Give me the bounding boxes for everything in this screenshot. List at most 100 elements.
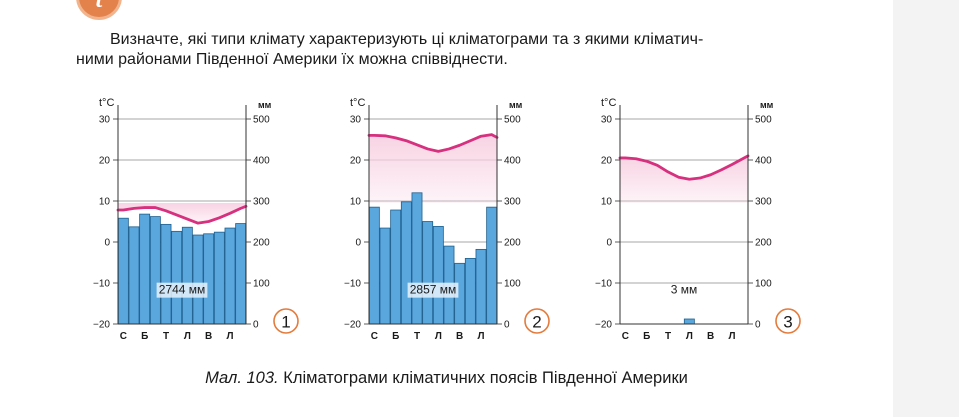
temperature-tick-label: −10 [344, 279, 361, 290]
figure-caption-text: Кліматограми кліматичних поясів Південно… [283, 369, 688, 387]
month-label: Л [435, 331, 442, 342]
month-label: Л [477, 331, 484, 342]
temperature-tick-label: 30 [99, 115, 111, 126]
precipitation-tick-label: 100 [755, 279, 772, 290]
temperature-line [618, 154, 750, 181]
month-label: В [205, 331, 212, 342]
month-label: В [456, 331, 463, 342]
chart-number: 1 [281, 313, 290, 332]
precipitation-tick-label: 200 [253, 238, 270, 249]
precipitation-tick-label: 200 [755, 238, 772, 249]
temperature-tick-label: 10 [601, 197, 613, 208]
temperature-tick-label: −20 [344, 320, 361, 331]
chart-number-badge [273, 308, 299, 334]
temperature-tick-label: 30 [601, 115, 613, 126]
task-line-1-text: Визначте, які типи клімату характеризуют… [110, 31, 704, 48]
precipitation-bar [117, 217, 129, 325]
temperature-fill [118, 203, 246, 224]
precipitation-unit-label: мм [258, 100, 272, 110]
precipitation-tick-label: 500 [755, 115, 772, 126]
precipitation-bar [390, 209, 402, 325]
precipitation-bar [181, 226, 193, 325]
chart-number-badge [775, 308, 801, 334]
precipitation-bar [149, 216, 161, 325]
month-label: С [371, 331, 378, 342]
month-label: В [707, 331, 714, 342]
chart-number: 3 [783, 313, 792, 332]
precipitation-tick-label: 400 [504, 156, 521, 167]
temperature-unit-label: t°C [350, 97, 365, 109]
precipitation-tick-label: 0 [504, 320, 510, 331]
task-line-1: Визначте, які типи клімату характеризуют… [76, 30, 836, 50]
precipitation-bar [192, 234, 204, 325]
precipitation-bar [203, 233, 215, 325]
temperature-tick-label: 20 [99, 156, 111, 167]
chart-number-badge [524, 308, 550, 334]
temperature-line [367, 133, 499, 153]
month-label: Б [643, 331, 650, 342]
temperature-tick-label: 20 [601, 156, 613, 167]
precipitation-bar [160, 223, 172, 325]
temperature-tick-label: 20 [350, 156, 362, 167]
total-precipitation-label: 3 мм [671, 283, 698, 297]
month-label: Б [392, 331, 399, 342]
figure-caption: Мал. 103. Кліматограми кліматичних поясі… [0, 369, 893, 388]
precipitation-bar [128, 226, 140, 325]
precipitation-tick-label: 200 [504, 238, 521, 249]
month-label: Л [686, 331, 693, 342]
precipitation-tick-label: 500 [504, 115, 521, 126]
total-precipitation-label: 2857 мм [410, 283, 457, 297]
month-label: Т [665, 331, 671, 342]
precipitation-tick-label: 100 [504, 279, 521, 290]
precipitation-tick-label: 300 [504, 197, 521, 208]
precipitation-unit-label: мм [509, 100, 523, 110]
total-label-bg [407, 282, 459, 298]
figure-label: Мал. 103. [205, 369, 279, 387]
precipitation-bar [171, 230, 183, 325]
temperature-tick-label: 0 [355, 238, 361, 249]
temperature-unit-label: t°C [601, 97, 616, 109]
precipitation-tick-label: 300 [755, 197, 772, 208]
temperature-tick-label: 0 [606, 238, 612, 249]
temperature-tick-label: −20 [93, 320, 110, 331]
precipitation-bar [486, 206, 498, 325]
temperature-tick-label: −10 [93, 279, 110, 290]
precipitation-tick-label: 300 [253, 197, 270, 208]
precipitation-bar [224, 227, 236, 325]
temperature-line [116, 204, 248, 225]
month-label: С [120, 331, 127, 342]
precipitation-tick-label: 400 [755, 156, 772, 167]
temperature-tick-label: 10 [350, 197, 362, 208]
side-panel [893, 0, 959, 417]
precipitation-tick-label: 400 [253, 156, 270, 167]
total-precipitation-label: 2744 мм [159, 283, 206, 297]
precipitation-bar [432, 226, 444, 325]
precipitation-bar [235, 223, 247, 325]
precipitation-tick-label: 500 [253, 115, 270, 126]
temperature-tick-label: 30 [350, 115, 362, 126]
precipitation-bar [475, 248, 487, 325]
precipitation-bar [139, 213, 151, 325]
precipitation-tick-label: 0 [253, 320, 259, 331]
precipitation-bar [464, 257, 476, 325]
precipitation-bar [400, 201, 412, 325]
task-icon-letter: t [95, 0, 103, 13]
precipitation-bar [379, 227, 391, 325]
month-label: Л [184, 331, 191, 342]
month-label: Т [414, 331, 420, 342]
task-text: Визначте, які типи клімату характеризуют… [76, 30, 836, 70]
task-line-2: ними районами Південної Америки їх можна… [76, 51, 508, 68]
precipitation-bar [411, 192, 423, 325]
month-label: Т [163, 331, 169, 342]
precipitation-tick-label: 100 [253, 279, 270, 290]
task-icon: t [76, 0, 122, 20]
temperature-tick-label: 0 [104, 238, 110, 249]
chart-number: 2 [532, 313, 541, 332]
temperature-tick-label: −20 [595, 320, 612, 331]
month-label: Л [728, 331, 735, 342]
precipitation-bar [368, 206, 380, 325]
